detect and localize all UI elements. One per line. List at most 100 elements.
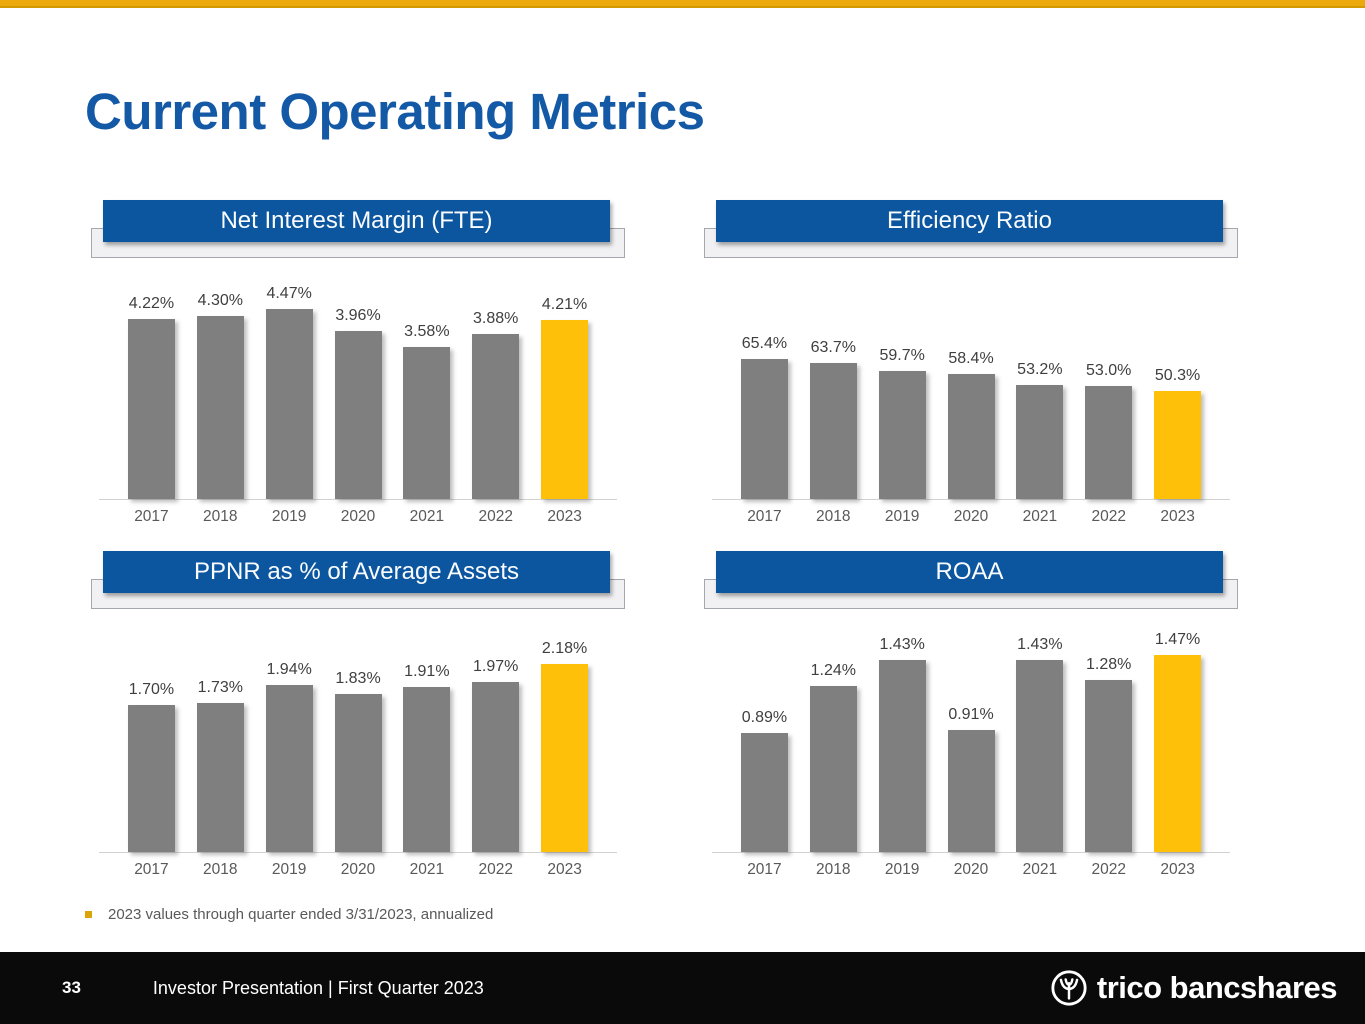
tree-circle-logo-icon — [1051, 970, 1087, 1006]
chart-plot-area: 0.89% 1.24% 1.43% 0.91% 1.43% 1.28% 1.47% — [704, 609, 1238, 852]
bar-column-2020: 1.83% — [324, 609, 393, 852]
year-label-2022: 2022 — [478, 861, 513, 878]
bar-column-2020: 0.91% — [937, 609, 1006, 852]
bullet-square-icon — [85, 911, 92, 918]
bar-2018 — [809, 685, 857, 852]
x-axis-line — [99, 852, 617, 853]
year-label-2017: 2017 — [134, 861, 169, 878]
x-axis-line — [99, 499, 617, 500]
bar-value-label: 4.21% — [541, 295, 588, 313]
bar-2017 — [740, 359, 788, 499]
bar-2020 — [334, 330, 382, 499]
bar-column-2019: 4.47% — [255, 258, 324, 499]
year-label-2022: 2022 — [1091, 861, 1126, 878]
bar-2019 — [878, 660, 926, 852]
bar-value-label: 1.94% — [266, 660, 312, 678]
bar-2023 — [1154, 654, 1202, 852]
year-label-2018: 2018 — [816, 508, 851, 525]
year-label-2019: 2019 — [884, 861, 920, 878]
bar-2023 — [541, 319, 589, 499]
year-label-2023: 2023 — [547, 861, 582, 878]
year-label-2021: 2021 — [409, 508, 445, 525]
year-label-2020: 2020 — [340, 508, 376, 525]
year-label-2021: 2021 — [409, 861, 445, 878]
footer-bar: 33 Investor Presentation | First Quarter… — [0, 952, 1365, 1024]
bar-column-2023: 1.47% — [1143, 609, 1212, 852]
chart-title-banner: Net Interest Margin (FTE) — [103, 200, 610, 242]
year-label-2020: 2020 — [953, 508, 989, 525]
page-title: Current Operating Metrics — [85, 83, 705, 140]
company-logo: trico bancshares — [1050, 969, 1338, 1007]
bar-column-2023: 50.3% — [1143, 258, 1212, 499]
bar-column-2021: 1.43% — [1005, 609, 1074, 852]
year-label-2019: 2019 — [271, 508, 307, 525]
chart-panel-net-interest-margin: Net Interest Margin (FTE) 4.22% 4.30% 4.47… — [91, 200, 625, 526]
year-label-2017: 2017 — [747, 861, 782, 878]
bar-2019 — [265, 308, 313, 499]
year-label-2020: 2020 — [953, 861, 989, 878]
year-label-2018: 2018 — [816, 861, 851, 878]
year-label-2022: 2022 — [1091, 508, 1126, 525]
bar-2021 — [1016, 385, 1064, 499]
bar-2022 — [1085, 680, 1133, 852]
bar-2021 — [403, 687, 451, 852]
bar-value-label: 53.0% — [1086, 361, 1132, 379]
bar-column-2020: 3.96% — [324, 258, 393, 499]
year-label-2023: 2023 — [547, 508, 582, 525]
year-label-2018: 2018 — [203, 861, 238, 878]
bar-2017 — [127, 705, 175, 852]
bar-value-label: 3.96% — [335, 306, 381, 324]
footer-title: Investor Presentation | First Quarter 20… — [152, 977, 484, 998]
year-label-2019: 2019 — [271, 861, 307, 878]
bar-value-label: 4.22% — [128, 295, 175, 313]
footnote: 2023 values through quarter ended 3/31/2… — [85, 906, 493, 923]
bar-column-2019: 1.43% — [868, 609, 937, 852]
bar-column-2019: 1.94% — [255, 609, 324, 852]
bar-value-label: 2.18% — [541, 640, 588, 658]
x-axis-line — [712, 852, 1230, 853]
bar-value-label: 1.91% — [404, 663, 450, 681]
bar-2023 — [1154, 391, 1202, 499]
bar-column-2022: 3.88% — [461, 258, 530, 499]
page-number: 33 — [62, 978, 81, 997]
bar-2020 — [947, 729, 995, 852]
bar-value-label: 3.58% — [404, 322, 450, 340]
bar-value-label: 1.83% — [335, 670, 381, 688]
logo-text: trico bancshares — [1096, 970, 1338, 1005]
bar-column-2017: 1.70% — [117, 609, 186, 852]
bar-2021 — [403, 346, 451, 499]
bar-2022 — [472, 682, 520, 852]
bar-value-label: 63.7% — [810, 338, 856, 356]
bar-2017 — [740, 732, 788, 852]
year-label-2019: 2019 — [884, 508, 920, 525]
year-label-2022: 2022 — [478, 508, 513, 525]
bar-column-2022: 1.97% — [461, 609, 530, 852]
bar-2023 — [541, 664, 589, 852]
year-label-2023: 2023 — [1160, 508, 1195, 525]
bar-value-label: 58.4% — [948, 350, 994, 368]
chart-title-banner: Efficiency Ratio — [716, 200, 1223, 242]
x-axis-labels: 2017 2018 2019 2020 2021 2022 2023 — [704, 508, 1238, 526]
bar-column-2023: 4.21% — [530, 258, 599, 499]
bar-2022 — [1085, 385, 1133, 499]
bar-value-label: 0.91% — [948, 705, 994, 723]
x-axis-labels: 2017 2018 2019 2020 2021 2022 2023 — [91, 861, 625, 879]
bar-column-2019: 59.7% — [868, 258, 937, 499]
bar-column-2021: 1.91% — [392, 609, 461, 852]
chart-header: Efficiency Ratio — [704, 200, 1238, 258]
bar-column-2017: 65.4% — [730, 258, 799, 499]
bar-column-2017: 4.22% — [117, 258, 186, 499]
year-label-2017: 2017 — [747, 508, 782, 525]
bar-column-2017: 0.89% — [730, 609, 799, 852]
year-label-2018: 2018 — [203, 508, 238, 525]
bar-2019 — [265, 684, 313, 852]
bar-value-label: 3.88% — [473, 309, 519, 327]
bar-2019 — [878, 371, 926, 499]
bar-column-2022: 53.0% — [1074, 258, 1143, 499]
year-label-2021: 2021 — [1022, 861, 1058, 878]
bar-value-label: 53.2% — [1017, 361, 1063, 379]
footnote-text: 2023 values through quarter ended 3/31/2… — [108, 906, 494, 923]
chart-title-banner: ROAA — [716, 551, 1223, 593]
bar-2022 — [472, 333, 520, 499]
bar-column-2018: 1.24% — [799, 609, 868, 852]
